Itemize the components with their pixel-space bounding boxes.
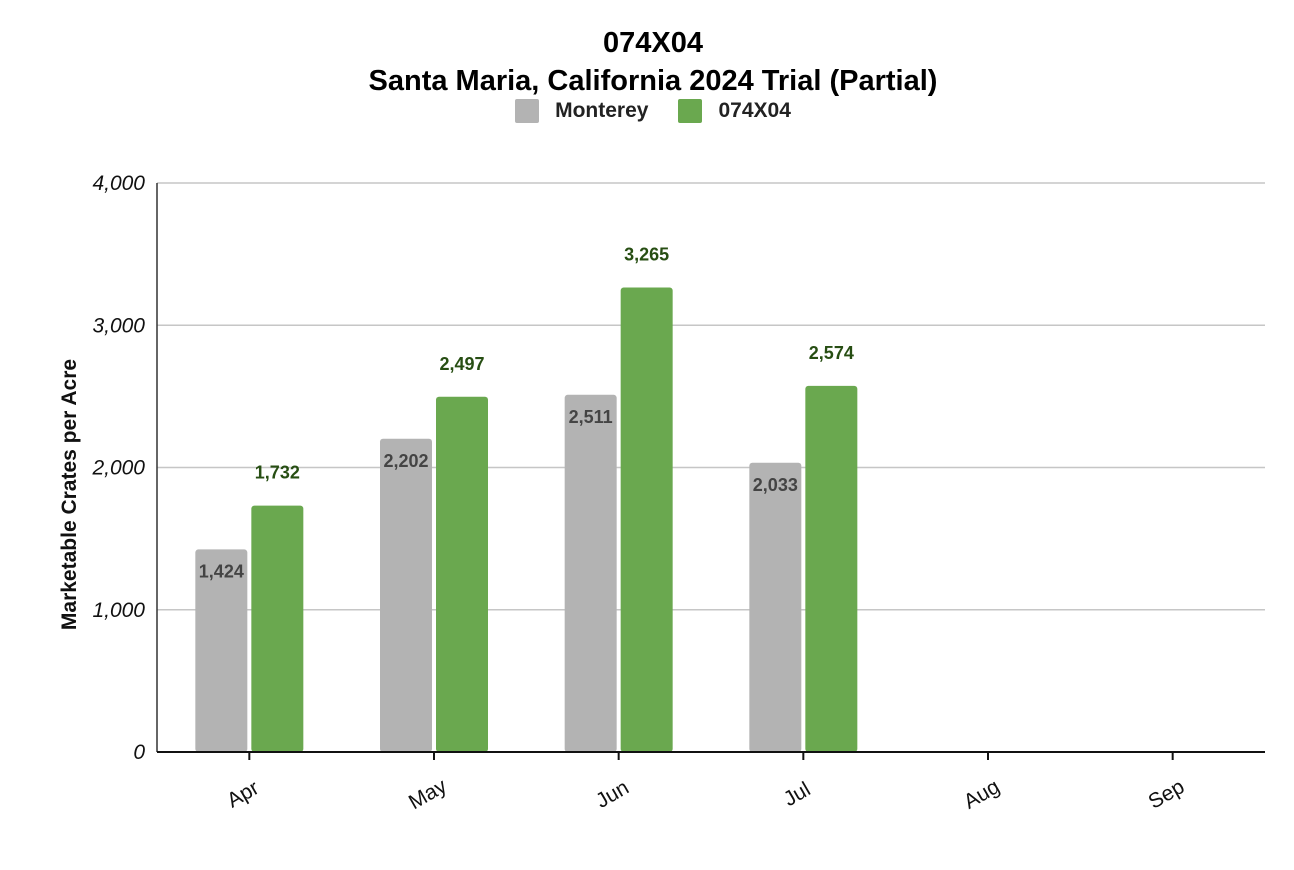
y-tick-label: 4,000 <box>92 172 145 195</box>
data-label: 2,574 <box>809 343 854 363</box>
x-tick-label: Sep <box>1144 775 1188 814</box>
legend-swatch-074x04 <box>678 99 703 123</box>
x-tick-label: May <box>405 774 451 814</box>
data-label: 2,497 <box>439 354 484 374</box>
data-label: 2,202 <box>383 451 428 471</box>
chart-subtitle: Santa Maria, California 2024 Trial (Part… <box>368 65 938 97</box>
legend-label-074x04: 074X04 <box>718 99 791 122</box>
x-tick-label: Apr <box>223 776 263 812</box>
legend-item-monterey: Monterey <box>515 99 648 123</box>
x-tick-label: Aug <box>960 775 1004 814</box>
chart-title: 074X04 <box>603 27 703 59</box>
x-tick-label: Jun <box>592 776 633 813</box>
x-tick-label: Jul <box>780 778 815 811</box>
bar-monterey-apr <box>195 549 248 752</box>
data-label: 1,732 <box>255 463 300 483</box>
y-tick-label: 3,000 <box>92 314 145 337</box>
bar-074x04-jul <box>805 385 858 752</box>
legend-item-074x04: 074X04 <box>678 99 791 123</box>
data-label: 2,511 <box>569 407 613 427</box>
bar-074x04-may <box>436 396 488 752</box>
bar-074x04-apr <box>251 505 304 752</box>
bar-monterey-may <box>380 438 432 752</box>
legend-swatch-monterey <box>515 99 540 123</box>
y-tick-label: 0 <box>133 741 145 764</box>
data-label: 2,033 <box>753 475 798 495</box>
data-label: 1,424 <box>199 561 244 581</box>
bar-monterey-jul <box>749 462 802 752</box>
y-tick-label: 1,000 <box>92 599 145 622</box>
data-label: 3,265 <box>624 245 669 265</box>
chart-legend: Monterey 074X04 <box>0 99 1294 123</box>
legend-label-monterey: Monterey <box>555 99 649 122</box>
bar-074x04-jun <box>620 287 673 752</box>
y-tick-label: 2,000 <box>91 457 145 480</box>
bar-monterey-jun <box>564 394 617 752</box>
y-axis-title: Marketable Crates per Acre <box>58 359 81 630</box>
